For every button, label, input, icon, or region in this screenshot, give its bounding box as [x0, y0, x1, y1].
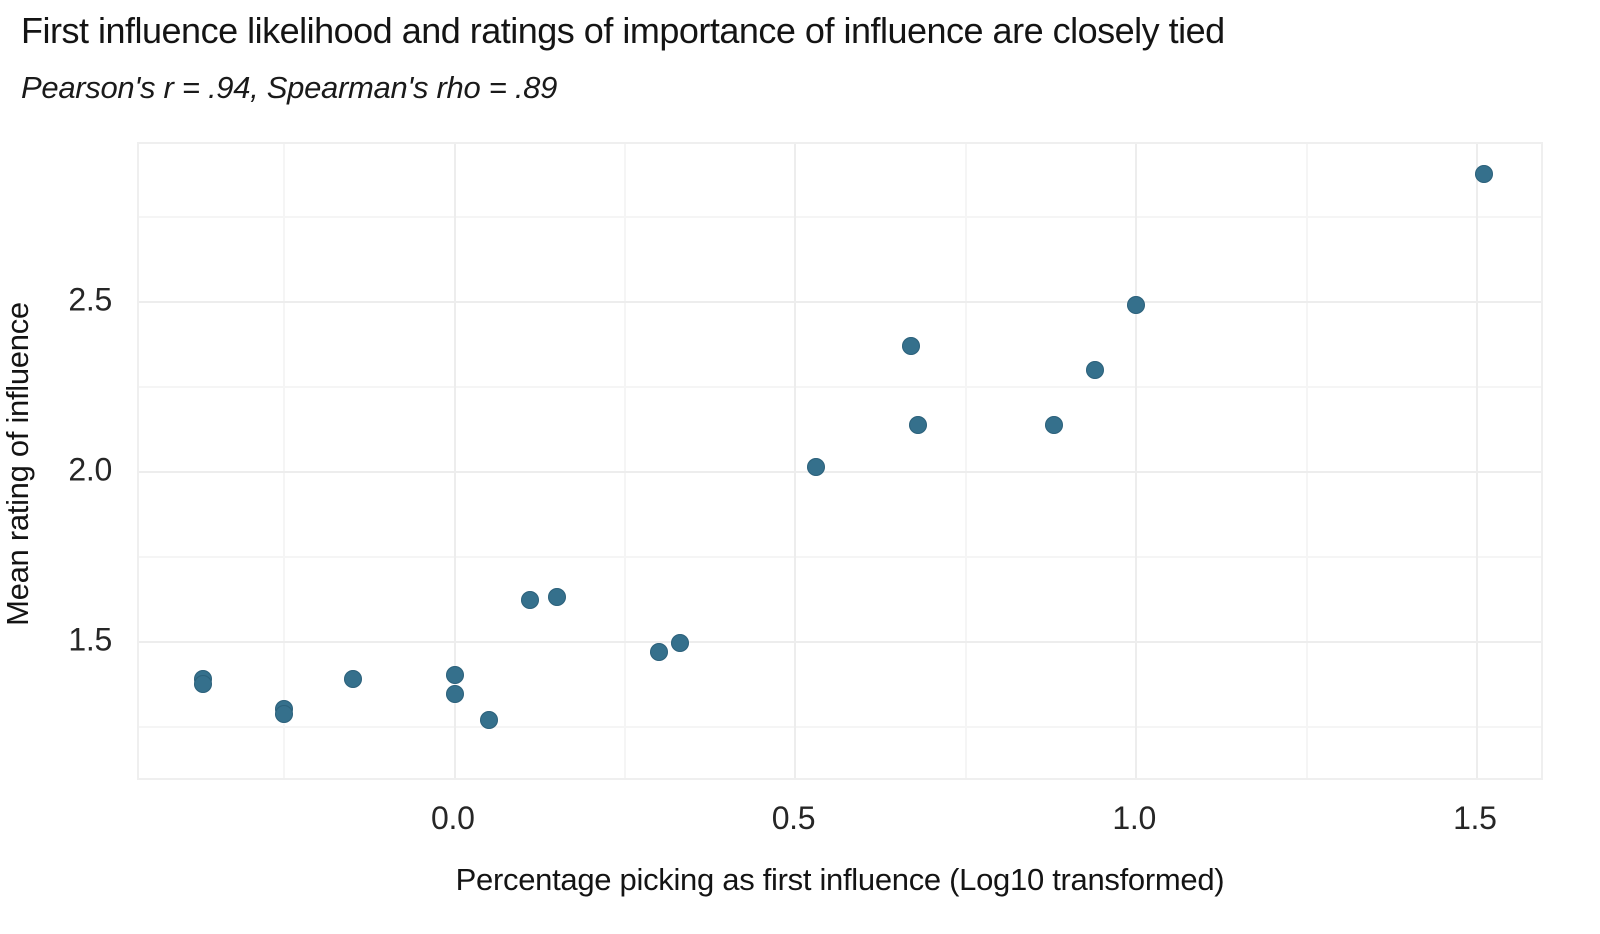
data-point [1086, 361, 1105, 380]
gridline-vertical [1135, 144, 1138, 778]
gridline-vertical [624, 144, 627, 778]
data-point [670, 633, 689, 652]
gridline-horizontal [139, 301, 1541, 304]
data-point [806, 457, 825, 476]
x-tick-label: 1.0 [1112, 800, 1156, 836]
gridline-vertical [1305, 144, 1308, 778]
data-point [343, 669, 362, 688]
data-point [193, 674, 212, 693]
gridline-vertical [283, 144, 286, 778]
gridline-vertical [453, 144, 456, 778]
y-tick-label: 2.0 [68, 451, 112, 488]
data-point [1045, 416, 1064, 435]
data-point [902, 336, 921, 355]
x-tick-label: 1.5 [1453, 800, 1497, 836]
gridline-horizontal [139, 386, 1541, 389]
data-point [1474, 164, 1493, 183]
chart-title: First influence likelihood and ratings o… [21, 10, 1225, 51]
y-axis-title: Mean rating of influence [0, 302, 35, 626]
data-point [479, 710, 498, 729]
data-point [1127, 295, 1146, 314]
gridline-vertical [1475, 144, 1478, 778]
gridline-vertical [964, 144, 967, 778]
gridline-horizontal [139, 471, 1541, 473]
x-axis-title: Percentage picking as first influence (L… [455, 862, 1225, 897]
y-tick-label: 1.5 [68, 621, 112, 658]
x-tick-label: 0.5 [771, 800, 816, 836]
gridline-horizontal [139, 640, 1541, 643]
data-point [445, 666, 464, 685]
data-point [909, 416, 928, 435]
y-tick-label: 2.5 [68, 281, 112, 318]
data-point [520, 591, 539, 610]
data-point [650, 643, 669, 662]
plot-panel [137, 142, 1543, 780]
gridline-horizontal [139, 216, 1541, 219]
data-point [548, 588, 567, 607]
gridline-horizontal [139, 725, 1541, 728]
data-point [445, 684, 464, 703]
chart-subtitle: Pearson's r = .94, Spearman's rho = .89 [21, 70, 558, 105]
gridline-horizontal [139, 555, 1541, 558]
x-tick-label: 0.0 [431, 800, 475, 836]
data-point [275, 705, 294, 724]
gridline-vertical [794, 144, 797, 778]
